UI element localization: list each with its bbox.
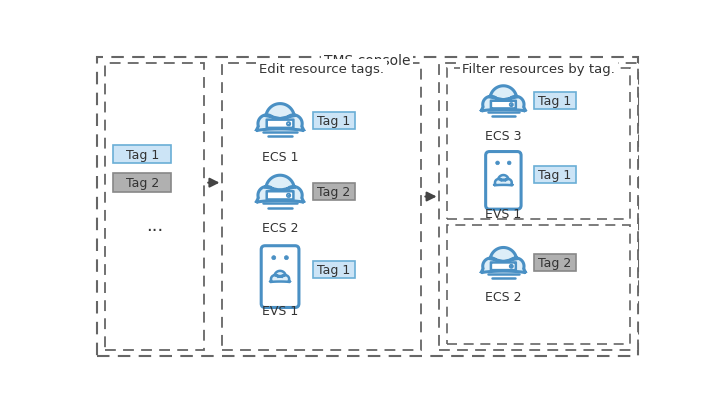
Text: Tag 1: Tag 1 xyxy=(125,148,159,161)
Text: Tag 2: Tag 2 xyxy=(538,256,571,270)
FancyBboxPatch shape xyxy=(97,58,638,356)
FancyBboxPatch shape xyxy=(267,192,293,200)
Circle shape xyxy=(510,265,513,268)
FancyBboxPatch shape xyxy=(222,64,421,350)
Text: Tag 1: Tag 1 xyxy=(538,95,571,107)
Text: EVS 1: EVS 1 xyxy=(262,304,298,318)
FancyBboxPatch shape xyxy=(113,174,171,192)
FancyBboxPatch shape xyxy=(313,261,355,278)
Circle shape xyxy=(287,123,290,126)
Polygon shape xyxy=(256,176,304,203)
Text: ECS 2: ECS 2 xyxy=(262,222,298,235)
Text: ECS 3: ECS 3 xyxy=(485,129,521,142)
FancyBboxPatch shape xyxy=(313,113,355,129)
Text: ECS 2: ECS 2 xyxy=(485,291,521,304)
FancyBboxPatch shape xyxy=(534,255,576,272)
Text: Tag 2: Tag 2 xyxy=(125,177,159,190)
FancyBboxPatch shape xyxy=(491,263,516,271)
Circle shape xyxy=(272,256,276,260)
Text: Tag 1: Tag 1 xyxy=(318,263,351,276)
FancyBboxPatch shape xyxy=(447,225,630,344)
Circle shape xyxy=(495,161,500,165)
FancyBboxPatch shape xyxy=(113,145,171,164)
FancyBboxPatch shape xyxy=(440,64,638,350)
Polygon shape xyxy=(270,271,290,282)
FancyBboxPatch shape xyxy=(447,69,630,219)
FancyBboxPatch shape xyxy=(485,152,521,210)
Circle shape xyxy=(287,194,290,197)
Polygon shape xyxy=(480,248,526,274)
Polygon shape xyxy=(256,104,304,132)
FancyBboxPatch shape xyxy=(267,120,293,128)
Circle shape xyxy=(510,104,513,107)
FancyBboxPatch shape xyxy=(534,93,576,109)
Text: Tag 1: Tag 1 xyxy=(318,114,351,128)
Circle shape xyxy=(508,161,511,165)
Text: ECS 1: ECS 1 xyxy=(262,150,298,163)
Text: Filter resources by tag.: Filter resources by tag. xyxy=(462,63,615,76)
Polygon shape xyxy=(494,176,513,186)
FancyBboxPatch shape xyxy=(261,246,299,308)
Text: Tag 1: Tag 1 xyxy=(538,168,571,181)
Text: Edit resource tags.: Edit resource tags. xyxy=(259,63,384,76)
Text: TMS console: TMS console xyxy=(324,54,410,68)
Text: Tag 2: Tag 2 xyxy=(318,186,351,199)
FancyBboxPatch shape xyxy=(491,102,516,109)
Circle shape xyxy=(285,256,288,260)
Text: EVS 1: EVS 1 xyxy=(485,208,521,221)
Text: ...: ... xyxy=(146,216,163,235)
FancyBboxPatch shape xyxy=(313,184,355,201)
FancyBboxPatch shape xyxy=(105,64,204,350)
Polygon shape xyxy=(480,87,526,112)
FancyBboxPatch shape xyxy=(534,166,576,183)
